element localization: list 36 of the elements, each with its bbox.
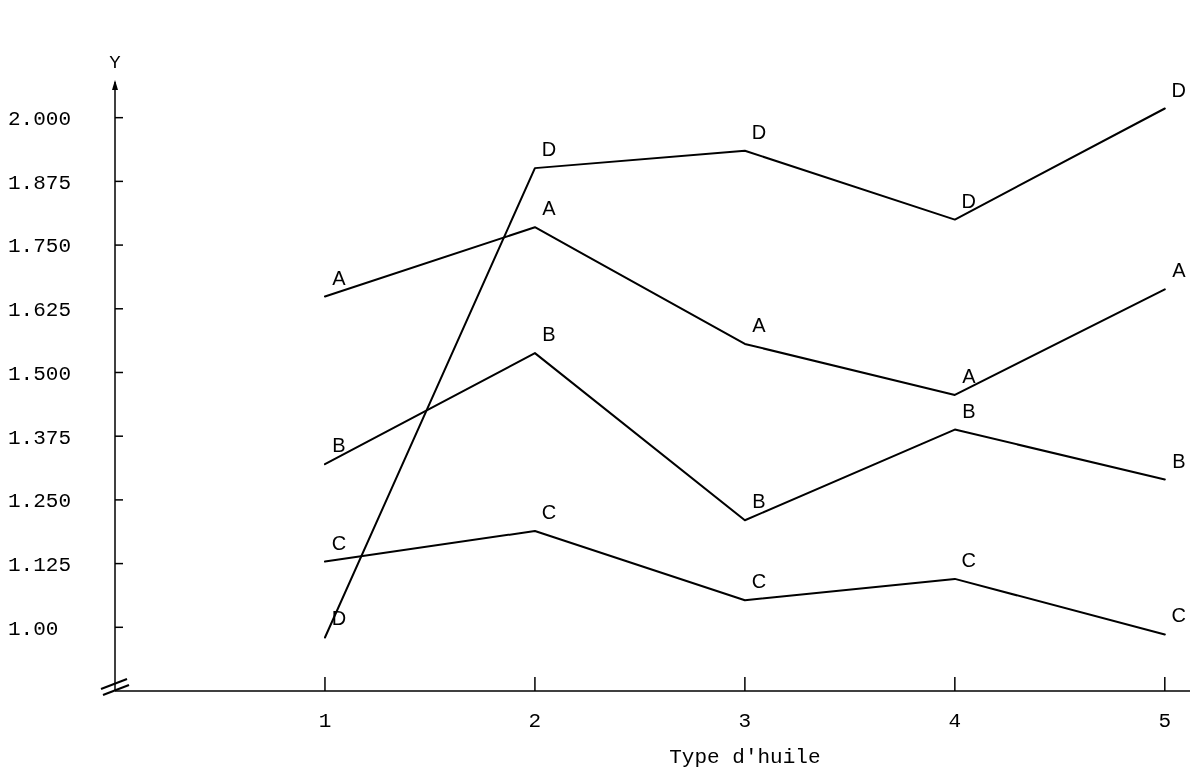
text: B (1172, 449, 1186, 472)
text: B (962, 399, 976, 422)
x-tick-label: 4 (948, 710, 962, 733)
x-tick-label: 5 (1158, 710, 1172, 733)
text: D (751, 120, 767, 143)
x-tick-label: 2 (528, 710, 542, 733)
text: D (541, 138, 557, 161)
text: D (961, 189, 977, 212)
text: A (752, 313, 766, 336)
text: C (751, 570, 767, 593)
y-tick-label: 1.250 (8, 490, 72, 514)
x-tick-label: 3 (738, 710, 752, 733)
y-tick-label: 1.375 (8, 426, 72, 450)
series-label: B (752, 490, 766, 513)
y-tick-label: 1.00 (8, 617, 59, 641)
y-tick-label: 2.000 (8, 108, 72, 132)
y-tick-label: 1.125 (8, 553, 72, 577)
text: B (332, 434, 346, 457)
text: C (1171, 604, 1187, 627)
x-axis-title: Type d'huile (669, 746, 821, 769)
y-tick-label: 1.625 (8, 299, 72, 323)
text: A (962, 364, 976, 387)
y-axis-title: Y (109, 52, 122, 74)
text: B (542, 323, 556, 346)
text: D (1171, 78, 1187, 101)
text: A (1172, 259, 1186, 282)
y-tick-label: 1.875 (8, 171, 72, 195)
line-series (323, 107, 1166, 639)
series-label: A (332, 266, 347, 289)
y-tick-label: 1.750 (8, 235, 72, 259)
y-tick-label: 1.500 (8, 362, 72, 386)
series-label: C (331, 531, 347, 554)
text: A (542, 197, 556, 220)
text: C (961, 548, 977, 571)
x-tick-label: 1 (318, 710, 332, 733)
text: C (541, 500, 557, 523)
